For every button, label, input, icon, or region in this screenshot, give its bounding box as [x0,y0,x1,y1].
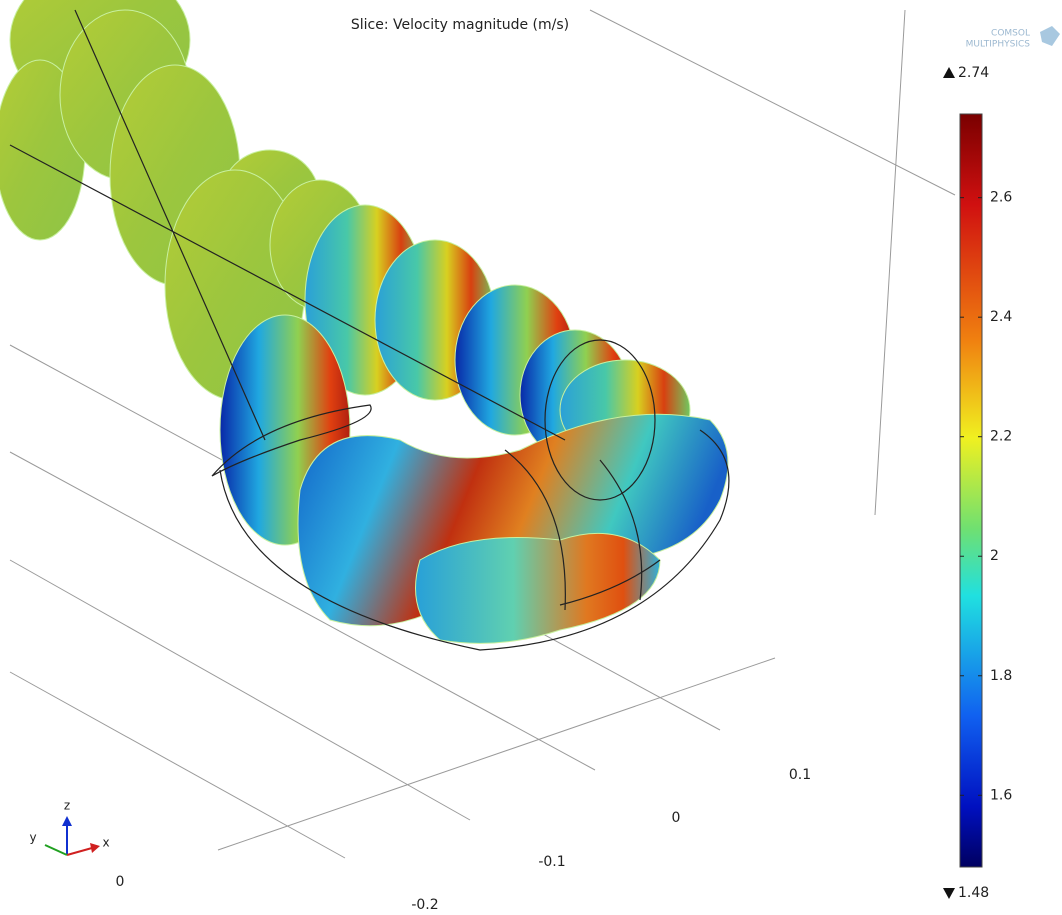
axis-tick-label: -0.2 [411,897,438,913]
colorbar-tick-label: 2.4 [990,309,1012,325]
colorbar-max: 2.74 [958,65,989,81]
plot-title: Slice: Velocity magnitude (m/s) [351,17,569,33]
logo-text: COMSOL [991,29,1030,39]
colorbar-tick-label: 2 [990,548,999,564]
min-arrow [943,888,955,899]
triad-label: y [29,831,36,845]
triad-label: z [64,799,70,813]
colorbar: 2.74 1.48 2.6 2.4 2.2 2 1.8 1.6 [943,65,1012,901]
max-arrow [943,67,955,78]
axis-tick-label: 0 [672,810,681,826]
colorbar-min: 1.48 [958,885,989,901]
axis-tick-label: -0.1 [538,854,565,870]
axis-tick-label: 0 [116,874,125,890]
slices [0,0,728,643]
triad-label: x [102,836,109,850]
colorbar-tick-label: 2.2 [990,429,1012,445]
colorbar-tick-label: 2.6 [990,190,1012,206]
logo-icon [1040,26,1060,46]
colorbar-tick-label: 1.6 [990,787,1012,803]
colorbar-tick-label: 1.8 [990,668,1012,684]
triad: z y x [29,799,109,856]
graphics-window: Slice: Velocity magnitude (m/s) COMSOL M… [0,0,1062,915]
colorbar-scale [960,114,982,867]
logo-text: MULTIPHYSICS [966,40,1031,50]
axis-tick-label: 0.1 [789,767,811,783]
